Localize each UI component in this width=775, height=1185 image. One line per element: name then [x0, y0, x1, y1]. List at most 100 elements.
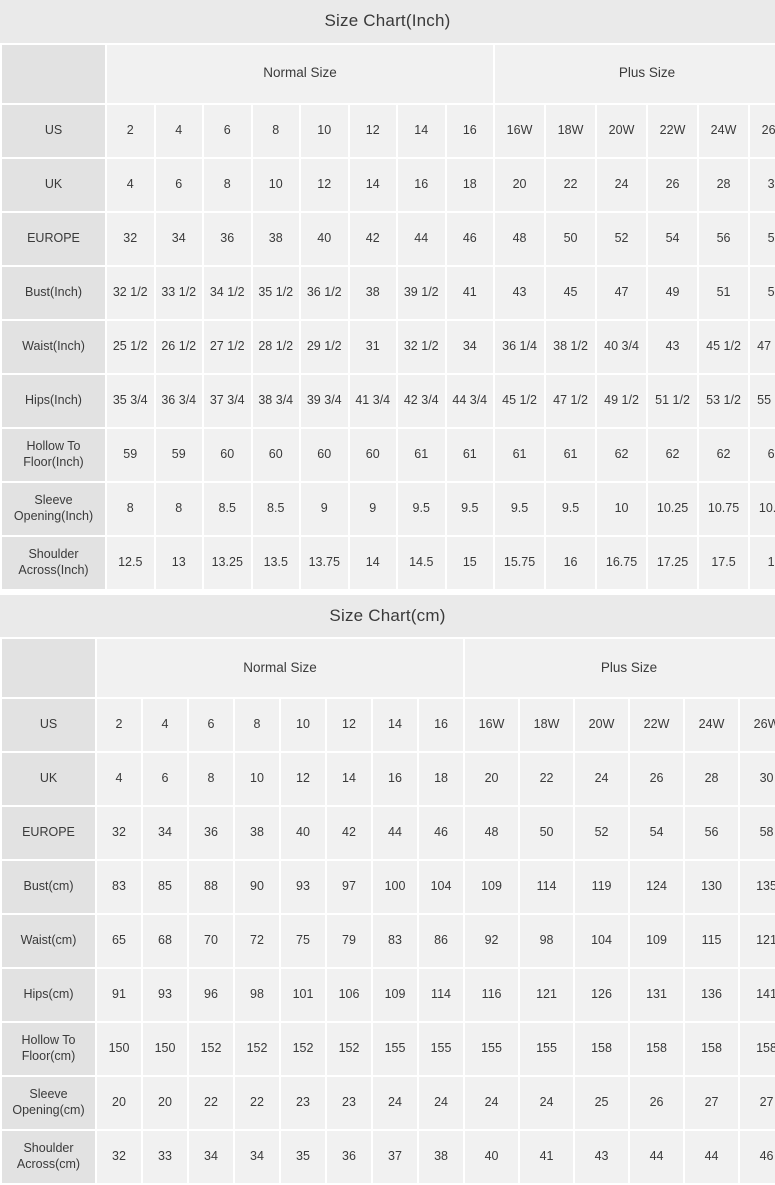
cell: 26W: [740, 699, 775, 752]
cell: 26: [648, 158, 698, 211]
cell: 20: [465, 753, 519, 806]
cell: 27: [740, 1077, 775, 1130]
cell: 44 3/4: [446, 374, 494, 427]
cell: 44: [398, 212, 445, 265]
cell: 61: [546, 428, 596, 481]
cell: 30: [750, 158, 775, 211]
cell: 15: [446, 536, 494, 589]
cell: 98: [520, 915, 574, 968]
cell: 60: [301, 428, 348, 481]
cell: 22: [189, 1077, 233, 1130]
cell: 54: [648, 212, 698, 265]
cell: 27 1/2: [204, 320, 251, 373]
cell: 106: [327, 969, 371, 1022]
size-table-cm: Normal Size Plus Size US 2 4 6 8 10 12 1…: [0, 637, 775, 1185]
cell: 10: [252, 158, 299, 211]
cell: 109: [373, 969, 417, 1022]
cell: 121: [520, 969, 574, 1022]
cell: 47: [597, 266, 647, 319]
row-label-us-cm: US: [2, 699, 95, 752]
cell: 130: [685, 861, 739, 914]
cell: 16: [398, 158, 445, 211]
table-row: EUROPE 32 34 36 38 40 42 44 46 48 50 52 …: [2, 807, 775, 860]
cell: 24: [373, 1077, 417, 1130]
cell: 22: [520, 753, 574, 806]
cell: 18W: [546, 104, 596, 157]
cell: 14: [373, 699, 417, 752]
cell: 61: [495, 428, 545, 481]
cell: 20: [495, 158, 545, 211]
cell: 16: [546, 536, 596, 589]
cell: 10: [301, 104, 348, 157]
cell: 34: [446, 320, 494, 373]
cell: 30: [740, 753, 775, 806]
cell: 136: [685, 969, 739, 1022]
cell: 34: [189, 1131, 233, 1184]
cell: 56: [685, 807, 739, 860]
row-label-shoulder-across-cm: Shoulder Across(cm): [2, 1131, 95, 1184]
cell: 10.75: [699, 482, 749, 535]
cell: 93: [281, 861, 325, 914]
cell: 155: [419, 1023, 464, 1076]
cell: 59: [107, 428, 154, 481]
cell: 4: [155, 104, 202, 157]
cell: 20W: [597, 104, 647, 157]
table-row: Waist(cm) 65 68 70 72 75 79 83 86 92 98 …: [2, 915, 775, 968]
cell: 22: [235, 1077, 279, 1130]
cell: 24: [419, 1077, 464, 1130]
cell: 35: [281, 1131, 325, 1184]
cell: 37 3/4: [204, 374, 251, 427]
cell: 98: [235, 969, 279, 1022]
cell: 48: [495, 212, 545, 265]
cell: 49: [648, 266, 698, 319]
cell: 18W: [520, 699, 574, 752]
cell: 13.25: [204, 536, 251, 589]
row-label-sleeve-opening-cm: Sleeve Opening(cm): [2, 1077, 95, 1130]
cell: 9.5: [398, 482, 445, 535]
cell: 47 1/2: [750, 320, 775, 373]
row-label-sleeve-opening-inch: Sleeve Opening(Inch): [2, 482, 105, 535]
cell: 53 1/2: [699, 374, 749, 427]
cell: 32 1/2: [107, 266, 154, 319]
size-chart-inch-block: Size Chart(Inch) Normal Size Plus Size U…: [0, 0, 775, 591]
cell: 28: [685, 753, 739, 806]
cell: 22W: [648, 104, 698, 157]
cell: 97: [327, 861, 371, 914]
cell: 33: [143, 1131, 187, 1184]
size-chart-cm-block: Size Chart(cm) Normal Size Plus Size US …: [0, 594, 775, 1185]
cell: 60: [349, 428, 396, 481]
cell: 135: [740, 861, 775, 914]
cell: 50: [546, 212, 596, 265]
cell: 10: [281, 699, 325, 752]
cell: 101: [281, 969, 325, 1022]
cell: 12: [327, 699, 371, 752]
table-row: Hips(Inch) 35 3/4 36 3/4 37 3/4 38 3/4 3…: [2, 374, 775, 427]
cell: 27: [685, 1077, 739, 1130]
cell: 38 1/2: [546, 320, 596, 373]
cell: 62: [648, 428, 698, 481]
cell: 6: [143, 753, 187, 806]
cell: 14: [398, 104, 445, 157]
row-label-waist-cm: Waist(cm): [2, 915, 95, 968]
corner-cell-inch: [2, 44, 105, 103]
cell: 38: [419, 1131, 464, 1184]
cell: 34: [155, 212, 202, 265]
cell: 38: [349, 266, 396, 319]
cell: 33 1/2: [155, 266, 202, 319]
cell: 13: [155, 536, 202, 589]
cell: 16.75: [597, 536, 647, 589]
cell: 25 1/2: [107, 320, 154, 373]
page-title-inch: Size Chart(Inch): [0, 0, 775, 43]
table-row: Sleeve Opening(Inch) 8 8 8.5 8.5 9 9 9.5…: [2, 482, 775, 535]
cell: 6: [189, 699, 233, 752]
cell: 38 3/4: [252, 374, 299, 427]
cell: 9.5: [546, 482, 596, 535]
cell: 28: [699, 158, 749, 211]
cell: 45 1/2: [495, 374, 545, 427]
cell: 20W: [575, 699, 629, 752]
cell: 62: [750, 428, 775, 481]
cell: 24: [597, 158, 647, 211]
group-header-plus-size-cm: Plus Size: [465, 639, 775, 698]
cell: 68: [143, 915, 187, 968]
cell: 49 1/2: [597, 374, 647, 427]
